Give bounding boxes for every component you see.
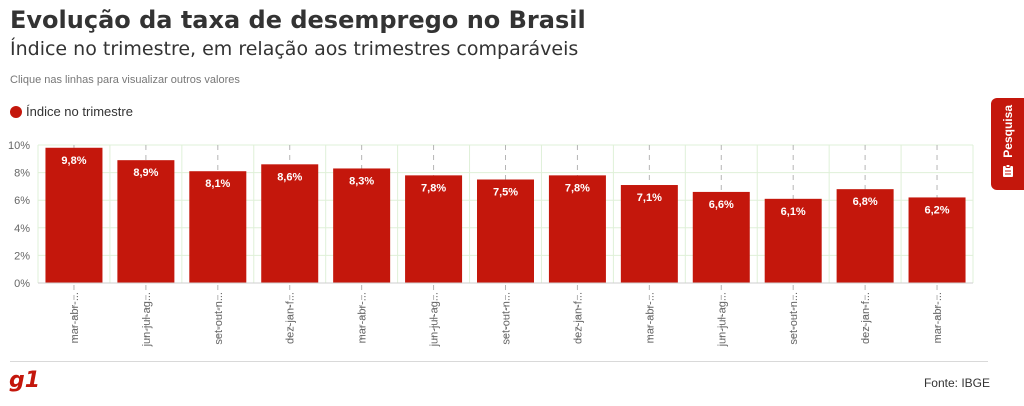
- legend-dot-icon: [10, 105, 22, 118]
- bar-value-label: 8,3%: [349, 175, 374, 187]
- bar-value-label: 7,1%: [637, 192, 662, 204]
- pesquisa-label: Pesquisa: [1000, 105, 1015, 158]
- x-tick-label: mar-abr-...: [932, 292, 944, 343]
- bar-value-label: 6,6%: [709, 199, 734, 211]
- y-tick-label: 0%: [14, 278, 30, 290]
- bar-value-label: 6,1%: [781, 206, 806, 218]
- legend-label: Índice no trimestre: [26, 104, 133, 119]
- clipboard-icon: [1002, 163, 1014, 183]
- legend-item[interactable]: Índice no trimestre: [10, 104, 133, 119]
- bar[interactable]: [189, 171, 247, 283]
- x-tick-label: dez-jan-f...: [860, 292, 872, 344]
- bar-value-label: 6,2%: [924, 204, 949, 216]
- bar[interactable]: [261, 164, 319, 283]
- bar-value-label: 8,1%: [205, 178, 230, 190]
- y-tick-label: 2%: [14, 250, 30, 262]
- x-tick-label: dez-jan-f...: [285, 292, 297, 344]
- bar[interactable]: [405, 175, 463, 283]
- y-tick-label: 10%: [8, 140, 30, 152]
- y-tick-label: 8%: [14, 168, 30, 180]
- bar[interactable]: [333, 168, 391, 283]
- bar[interactable]: [908, 197, 966, 283]
- x-tick-label: jun-jul-ag...: [429, 292, 441, 347]
- bar-value-label: 6,8%: [853, 196, 878, 208]
- bar[interactable]: [836, 189, 894, 283]
- bar[interactable]: [45, 147, 103, 283]
- bar-value-label: 7,8%: [565, 182, 590, 194]
- chart-subtitle: Índice no trimestre, em relação aos trim…: [10, 38, 579, 60]
- x-tick-label: mar-abr-...: [644, 292, 656, 343]
- x-tick-label: set-out-n...: [788, 292, 800, 345]
- x-tick-label: mar-abr-...: [357, 292, 369, 343]
- g1-logo[interactable]: g1: [9, 368, 41, 393]
- hint-text: Clique nas linhas para visualizar outros…: [10, 74, 240, 86]
- bar-value-label: 7,5%: [493, 187, 518, 199]
- bar-value-label: 8,9%: [133, 167, 158, 179]
- x-tick-label: set-out-n...: [213, 292, 225, 345]
- chart-title: Evolução da taxa de desemprego no Brasil: [10, 6, 586, 34]
- x-tick-label: mar-abr-...: [69, 292, 81, 343]
- bar[interactable]: [477, 179, 534, 284]
- bar[interactable]: [692, 191, 750, 283]
- bar[interactable]: [764, 198, 822, 283]
- bar-value-label: 9,8%: [61, 155, 86, 167]
- bar[interactable]: [117, 160, 175, 283]
- bar-value-label: 8,6%: [277, 171, 302, 183]
- x-tick-label: jun-jul-ag...: [141, 292, 153, 347]
- source-text: Fonte: IBGE: [923, 376, 990, 390]
- x-tick-label: dez-jan-f...: [572, 292, 584, 344]
- pesquisa-tab[interactable]: Pesquisa: [991, 98, 1024, 190]
- bar[interactable]: [548, 175, 606, 283]
- x-tick-label: set-out-n...: [501, 292, 513, 345]
- y-tick-label: 6%: [14, 195, 30, 207]
- y-tick-label: 4%: [14, 223, 30, 235]
- bar-value-label: 7,8%: [421, 182, 446, 194]
- x-tick-label: jun-jul-ag...: [716, 292, 728, 347]
- bar[interactable]: [620, 185, 678, 283]
- footer-divider: [10, 361, 988, 362]
